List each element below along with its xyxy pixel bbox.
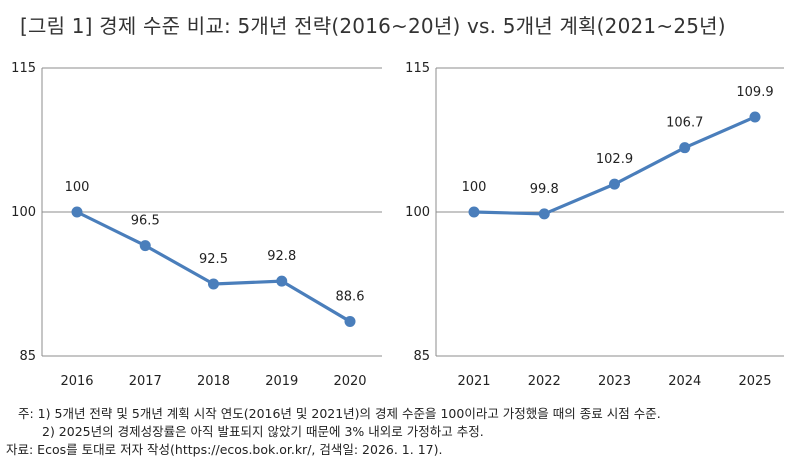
x-tick-label: 2022 [528, 374, 561, 389]
y-tick-label: 115 [405, 61, 430, 76]
data-point [538, 208, 550, 220]
x-tick-label: 2016 [60, 374, 93, 389]
data-point [139, 240, 151, 252]
x-tick-label: 2025 [738, 374, 771, 389]
data-label: 99.8 [530, 182, 559, 197]
x-tick-label: 2020 [333, 374, 366, 389]
charts-area: 85 100 115 2016 2017 2018 2019 2020 100 96.5 92.5 9… [11, 61, 784, 389]
data-label: 109.9 [736, 85, 773, 100]
data-label: 106.7 [666, 116, 703, 131]
y-tick-label: 100 [405, 205, 430, 220]
data-point [609, 178, 620, 190]
y-tick-label: 85 [413, 349, 430, 364]
data-point [344, 315, 356, 327]
note-2: 2) 2025년의 경제성장률은 아직 발표되지 않았기 때문에 3% 내외로 … [42, 424, 484, 439]
x-tick-label: 2024 [668, 374, 701, 389]
figure-title: [그림 1] 경제 수준 비교: 5개년 전략(2016~20년) vs. 5개… [20, 14, 726, 38]
y-tick-label: 100 [11, 205, 36, 220]
data-point [679, 142, 691, 154]
footnotes: 주: 1) 5개년 전략 및 5개년 계획 시작 연도(2016년 및 2021… [6, 405, 661, 459]
y-tick-label: 85 [19, 349, 36, 364]
data-label: 100 [65, 180, 90, 195]
note-1: 주: 1) 5개년 전략 및 5개년 계획 시작 연도(2016년 및 2021… [18, 406, 661, 421]
data-point [276, 275, 288, 287]
data-label: 88.6 [336, 289, 365, 304]
data-point [208, 278, 219, 290]
x-tick-label: 2023 [598, 374, 631, 389]
chart-right: 85 100 115 2021 2022 2023 2024 2025 100 99.8 102.9… [405, 61, 784, 389]
x-tick-label: 2021 [457, 374, 490, 389]
x-tick-label: 2017 [129, 374, 162, 389]
source-note: 자료: Ecos를 토대로 저자 작성(https://ecos.bok.or.… [6, 442, 443, 457]
chart-left: 85 100 115 2016 2017 2018 2019 2020 100 96.5 92.5 9… [11, 61, 382, 389]
data-point [468, 206, 480, 218]
data-label: 102.9 [596, 152, 633, 167]
data-label: 92.5 [199, 252, 228, 267]
data-label: 100 [462, 180, 487, 195]
data-point [71, 206, 83, 218]
data-label: 92.8 [267, 249, 296, 264]
y-tick-label: 115 [11, 61, 36, 76]
data-point [749, 111, 761, 123]
x-tick-label: 2019 [265, 374, 298, 389]
data-label: 96.5 [131, 214, 160, 229]
x-tick-label: 2018 [197, 374, 230, 389]
